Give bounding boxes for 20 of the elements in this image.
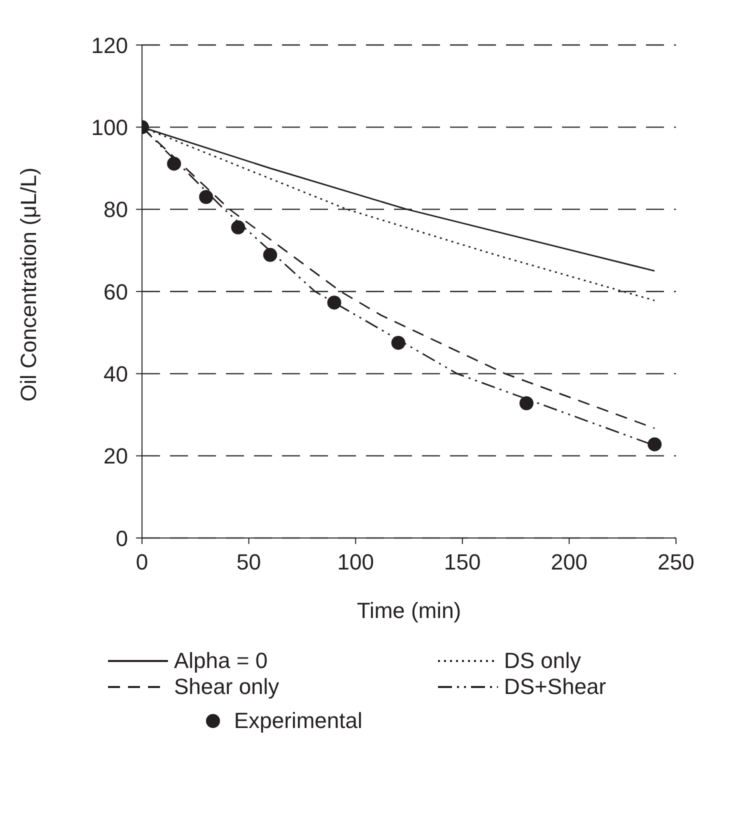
y-tick-label: 60 xyxy=(104,279,128,304)
y-tick-label: 0 xyxy=(116,526,128,551)
x-tick-label: 100 xyxy=(337,550,374,575)
y-tick-label: 120 xyxy=(91,32,128,58)
x-tick-label: 50 xyxy=(236,550,262,575)
x-tick-label: 250 xyxy=(658,550,694,575)
y-tick-label: 40 xyxy=(104,361,128,386)
y-axis-title: Oil Concentration (μL/L) xyxy=(16,168,41,402)
y-tick-label: 20 xyxy=(104,444,128,469)
legend-label: Experimental xyxy=(234,708,362,734)
x-tick-label: 200 xyxy=(550,550,588,575)
y-tick-label: 100 xyxy=(91,114,128,140)
x-tick-label: 0 xyxy=(136,550,148,575)
x-axis-title: Time (min) xyxy=(356,598,462,623)
x-tick-label: 150 xyxy=(444,550,481,575)
y-tick-label: 80 xyxy=(104,197,128,222)
legend-label: Alpha = 0 xyxy=(174,648,268,674)
legend-label: Shear only xyxy=(174,674,280,700)
legend-label: DS only xyxy=(504,648,582,674)
legend-label: DS+Shear xyxy=(504,674,606,700)
